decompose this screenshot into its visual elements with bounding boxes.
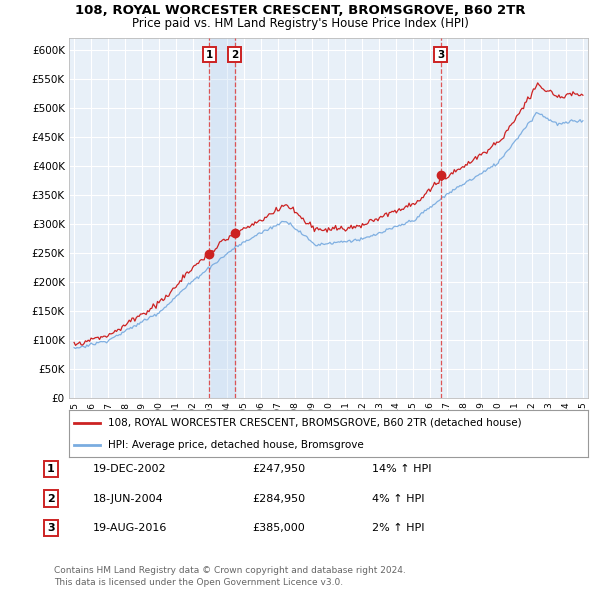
Text: Price paid vs. HM Land Registry's House Price Index (HPI): Price paid vs. HM Land Registry's House … (131, 17, 469, 30)
Text: 19-DEC-2002: 19-DEC-2002 (93, 464, 167, 474)
Text: HPI: Average price, detached house, Bromsgrove: HPI: Average price, detached house, Brom… (108, 440, 364, 450)
Text: 2% ↑ HPI: 2% ↑ HPI (372, 523, 425, 533)
Text: £247,950: £247,950 (252, 464, 305, 474)
Text: 19-AUG-2016: 19-AUG-2016 (93, 523, 167, 533)
Text: 1: 1 (205, 50, 213, 60)
Text: £385,000: £385,000 (252, 523, 305, 533)
Text: 3: 3 (47, 523, 55, 533)
Text: Contains HM Land Registry data © Crown copyright and database right 2024.
This d: Contains HM Land Registry data © Crown c… (54, 566, 406, 587)
Text: 4% ↑ HPI: 4% ↑ HPI (372, 494, 425, 503)
Text: 14% ↑ HPI: 14% ↑ HPI (372, 464, 431, 474)
Text: £284,950: £284,950 (252, 494, 305, 503)
Text: 18-JUN-2004: 18-JUN-2004 (93, 494, 164, 503)
Text: 2: 2 (231, 50, 238, 60)
Text: 108, ROYAL WORCESTER CRESCENT, BROMSGROVE, B60 2TR: 108, ROYAL WORCESTER CRESCENT, BROMSGROV… (75, 4, 525, 17)
Text: 1: 1 (47, 464, 55, 474)
Text: 108, ROYAL WORCESTER CRESCENT, BROMSGROVE, B60 2TR (detached house): 108, ROYAL WORCESTER CRESCENT, BROMSGROV… (108, 418, 521, 428)
Text: 3: 3 (437, 50, 445, 60)
Bar (209, 38, 235, 398)
Text: 2: 2 (47, 494, 55, 503)
